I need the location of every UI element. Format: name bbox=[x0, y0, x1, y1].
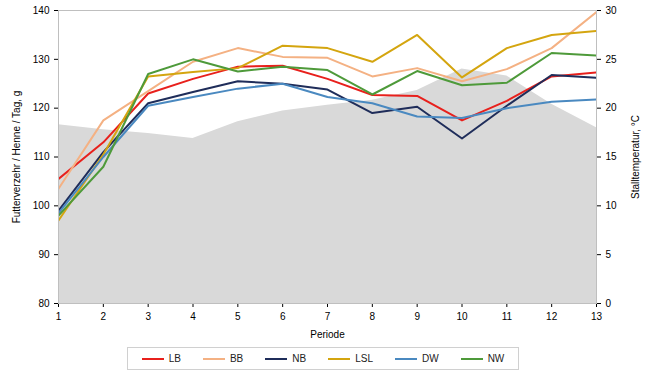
svg-text:8: 8 bbox=[370, 311, 376, 322]
html-text:BB: BB bbox=[229, 353, 244, 364]
svg-text:1: 1 bbox=[56, 311, 62, 322]
svg-text:140: 140 bbox=[33, 5, 50, 16]
svg-text:100: 100 bbox=[33, 200, 50, 211]
svg-text:11: 11 bbox=[502, 311, 513, 322]
svg-text:7: 7 bbox=[325, 311, 331, 322]
svg-text:90: 90 bbox=[38, 249, 50, 260]
html-text:NW: NW bbox=[487, 353, 505, 364]
svg-text:Periode: Periode bbox=[310, 329, 345, 340]
svg-text:5: 5 bbox=[606, 249, 612, 260]
html-text:LB: LB bbox=[168, 353, 181, 364]
svg-text:0: 0 bbox=[606, 298, 612, 309]
svg-text:13: 13 bbox=[591, 311, 603, 322]
svg-text:6: 6 bbox=[280, 311, 286, 322]
svg-text:30: 30 bbox=[606, 5, 618, 16]
svg-text:Futterverzehr / Henne / Tag, g: Futterverzehr / Henne / Tag, g bbox=[11, 91, 22, 224]
svg-text:20: 20 bbox=[606, 102, 618, 113]
html-text:LSL: LSL bbox=[355, 353, 373, 364]
svg-text:5: 5 bbox=[235, 311, 241, 322]
svg-text:15: 15 bbox=[606, 151, 618, 162]
svg-text:120: 120 bbox=[33, 102, 50, 113]
svg-text:9: 9 bbox=[414, 311, 420, 322]
svg-text:110: 110 bbox=[34, 151, 50, 162]
svg-text:10: 10 bbox=[456, 311, 468, 322]
svg-text:130: 130 bbox=[33, 54, 50, 65]
html-text:DW: DW bbox=[422, 353, 439, 364]
svg-text:4: 4 bbox=[190, 311, 196, 322]
svg-text:Stalltemperatur, °C: Stalltemperatur, °C bbox=[630, 115, 641, 199]
svg-text:2: 2 bbox=[101, 311, 107, 322]
html-text:NB: NB bbox=[292, 353, 307, 364]
svg-text:80: 80 bbox=[38, 298, 50, 309]
svg-text:10: 10 bbox=[606, 200, 618, 211]
svg-text:3: 3 bbox=[145, 311, 151, 322]
svg-text:12: 12 bbox=[546, 311, 558, 322]
svg-text:25: 25 bbox=[606, 54, 618, 65]
